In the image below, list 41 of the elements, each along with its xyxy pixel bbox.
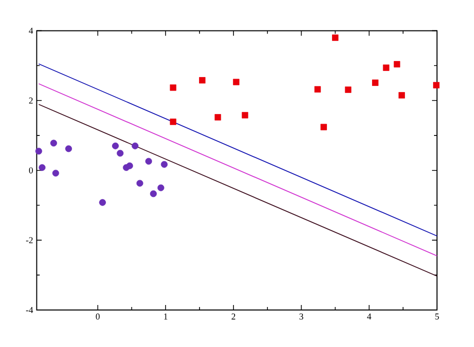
x-tick-label: 1 bbox=[164, 314, 168, 320]
point bbox=[382, 64, 390, 71]
point bbox=[126, 162, 134, 170]
point bbox=[372, 80, 378, 86]
point bbox=[433, 82, 440, 88]
point bbox=[157, 184, 164, 192]
point bbox=[394, 61, 400, 68]
x-tick-label: 0 bbox=[96, 314, 100, 320]
point bbox=[35, 148, 42, 155]
point bbox=[99, 199, 106, 206]
point bbox=[214, 114, 222, 120]
y-tick-label: -2 bbox=[26, 237, 33, 244]
point bbox=[232, 78, 240, 86]
point bbox=[344, 86, 352, 93]
point bbox=[65, 145, 72, 152]
x-tick-label: 4 bbox=[367, 314, 372, 320]
x-tick-label: 3 bbox=[299, 314, 304, 320]
point bbox=[136, 180, 144, 187]
point bbox=[150, 190, 157, 198]
point bbox=[112, 142, 119, 150]
y-tick-label: 2 bbox=[29, 98, 33, 104]
point bbox=[242, 112, 248, 118]
point bbox=[160, 161, 168, 168]
point bbox=[332, 34, 338, 41]
point bbox=[50, 140, 58, 147]
point bbox=[52, 170, 60, 177]
point bbox=[320, 124, 327, 130]
point bbox=[38, 164, 46, 171]
point bbox=[170, 84, 176, 91]
point bbox=[145, 158, 152, 165]
y-tick-label: 0 bbox=[29, 167, 33, 174]
point bbox=[132, 142, 138, 150]
x-tick-label: 5 bbox=[435, 314, 439, 320]
point bbox=[170, 118, 176, 126]
x-tick-label: 2 bbox=[232, 314, 236, 320]
point bbox=[398, 92, 405, 98]
point bbox=[199, 77, 206, 84]
point bbox=[116, 150, 124, 157]
point bbox=[314, 86, 321, 93]
y-tick-label: -4 bbox=[26, 307, 34, 313]
y-tick-label: 4 bbox=[28, 28, 34, 34]
